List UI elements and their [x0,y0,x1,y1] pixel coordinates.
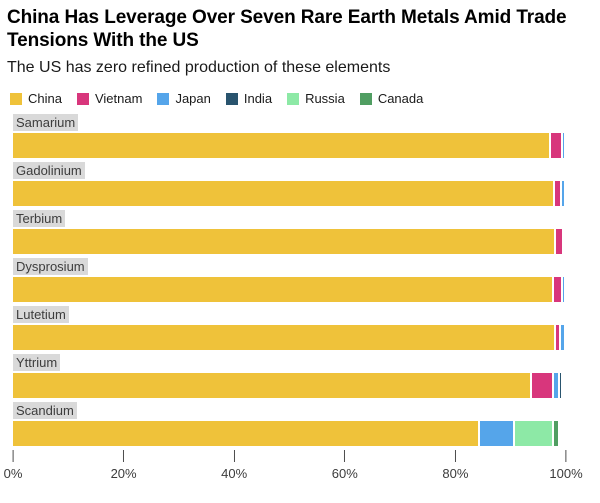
tick-mark [123,450,125,462]
bar-segment-japan [551,373,558,398]
bar-segment-vietnam [552,277,562,302]
legend-item-china: China [10,91,62,106]
legend-label: India [243,91,273,106]
chart-title-line-2: Tensions With the US [7,30,199,51]
legend-label: Japan [175,91,211,106]
bar-segment-japan [561,277,564,302]
bar-segment-china [13,421,478,446]
x-axis-tick: 0% [3,450,23,481]
x-axis: 0% 20% 40% 60% 80% 100% [4,450,583,484]
bar-segment-japan [561,133,565,158]
chart-row-lutetium: Lutetium [13,306,600,350]
legend-label: China [28,91,62,106]
row-label: Scandium [13,402,77,419]
stacked-bar [13,229,566,254]
bar-segment-canada [552,421,558,446]
chart-row-samarium: Samarium [13,114,600,158]
stacked-bar [13,133,566,158]
stacked-bar [13,325,566,350]
tick-mark [344,450,346,462]
bar-segment-china [13,181,553,206]
tick-label: 80% [442,466,469,481]
legend-swatch-icon [10,92,22,105]
stacked-bar [13,373,566,398]
chart-row-terbium: Terbium [13,210,600,254]
bar-segment-india [557,373,561,398]
stacked-bar [13,181,566,206]
tick-label: 100% [549,466,583,481]
legend-label: Russia [305,91,345,106]
legend-swatch-icon [76,92,89,105]
chart-rows: Samarium Gadolinium Terbium Dysprosium Lutet… [7,114,600,446]
tick-mark [233,450,235,462]
legend-item-russia: Russia [287,91,345,106]
chart-row-gadolinium: Gadolinium [13,162,600,206]
bar-segment-china [13,277,553,302]
tick-label: 40% [221,466,248,481]
row-label: Yttrium [13,354,61,371]
legend-label: Canada [377,91,424,106]
legend-swatch-icon [287,92,300,105]
chart-row-scandium: Scandium [13,402,600,446]
bar-segment-japan [560,181,564,206]
bar-segment-china [13,373,530,398]
bar-segment-vietnam [548,133,561,158]
tick-mark [454,450,456,462]
tick-mark [565,450,567,462]
bar-segment-vietnam [529,373,552,398]
row-label: Terbium [13,210,66,227]
tick-label: 20% [110,466,137,481]
bar-segment-china [13,229,555,254]
chart-row-dysprosium: Dysprosium [13,258,600,302]
x-axis-tick: 20% [111,450,137,481]
tick-label: 0% [3,466,23,481]
bar-segment-vietnam [552,181,561,206]
chart-row-yttrium: Yttrium [13,354,600,398]
legend-item-vietnam: Vietnam [76,91,143,106]
legend-swatch-icon [225,92,238,105]
chart-subtitle: The US has zero refined production of th… [7,59,391,76]
bar-segment-vietnam [554,229,563,254]
row-label: Gadolinium [13,162,85,179]
bar-segment-japan [477,421,514,446]
bar-segment-japan [562,229,565,254]
chart-card: China Has Leverage Over Seven Rare Earth… [4,6,600,484]
x-axis-tick: 100% [549,450,583,481]
x-axis-tick: 60% [332,450,358,481]
chart-title-line-1: China Has Leverage Over Seven Rare Earth… [7,7,567,28]
chart-legend: China Vietnam Japan India Russia Canada [10,91,600,106]
legend-item-canada: Canada [359,91,424,106]
bar-segment-china [13,325,555,350]
stacked-bar [13,277,566,302]
bar-segment-china [13,133,549,158]
x-axis-tick: 80% [442,450,468,481]
legend-label: Vietnam [94,91,143,106]
stacked-bar [13,421,566,446]
legend-swatch-icon [359,92,372,105]
tick-label: 60% [331,466,358,481]
x-axis-tick: 40% [221,450,247,481]
chart-title: China Has Leverage Over Seven Rare Earth… [7,6,592,52]
legend-item-japan: Japan [157,91,211,106]
row-label: Samarium [13,114,79,131]
legend-item-india: India [225,91,273,106]
tick-mark [12,450,14,462]
bar-segment-japan [559,325,565,350]
bar-segment-russia [513,421,553,446]
legend-swatch-icon [157,92,170,105]
bar-segment-vietnam [554,325,560,350]
row-label: Lutetium [13,306,69,323]
row-label: Dysprosium [13,258,88,275]
